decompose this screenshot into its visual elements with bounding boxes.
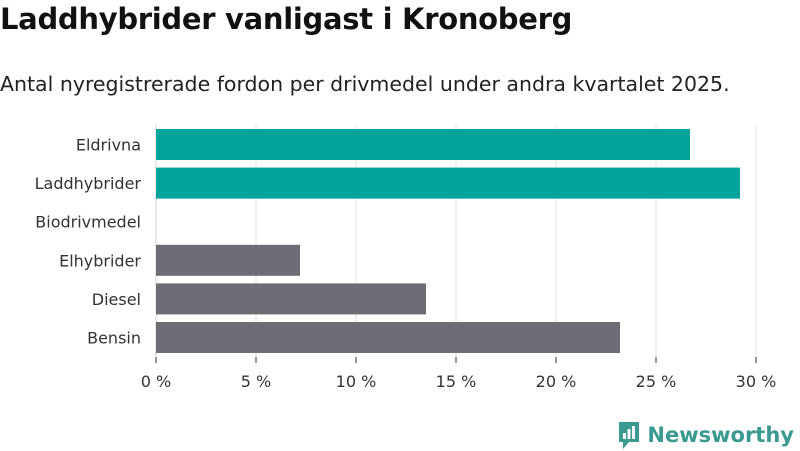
x-tick-label: 30 % [736,372,777,391]
category-label: Elhybrider [59,251,141,270]
category-label: Biodrivmedel [35,213,141,232]
grid-lines [155,125,757,357]
bar-eldrivna [156,129,690,160]
bar-bensin [156,322,620,353]
category-label: Bensin [87,329,141,348]
chart-title: Laddhybrider vanligast i Kronoberg [0,2,573,36]
chart-subtitle: Antal nyregistrerade fordon per drivmede… [0,72,730,96]
x-tick-label: 10 % [336,372,377,391]
category-label: Diesel [92,290,141,309]
category-label: Laddhybrider [35,174,142,193]
brand-logo: Newsworthy [617,419,794,451]
x-tick-label: 15 % [436,372,477,391]
x-tick-label: 0 % [141,372,171,391]
brand-name: Newsworthy [647,423,794,447]
bar-diesel [156,283,426,315]
x-tick-label: 5 % [241,372,271,391]
x-axis: 0 % 5 % 10 % 15 % 20 % 25 % 30 % [141,357,777,391]
bars [156,129,740,353]
x-tick-label: 20 % [536,372,577,391]
bar-elhybrider [156,244,300,276]
x-tick-label: 25 % [636,372,677,391]
category-labels: Eldrivna Laddhybrider Biodrivmedel Elhybrid… [35,136,142,348]
bar-laddhybrider [156,167,740,199]
category-label: Eldrivna [76,136,141,155]
newsworthy-logo-icon [619,422,640,449]
